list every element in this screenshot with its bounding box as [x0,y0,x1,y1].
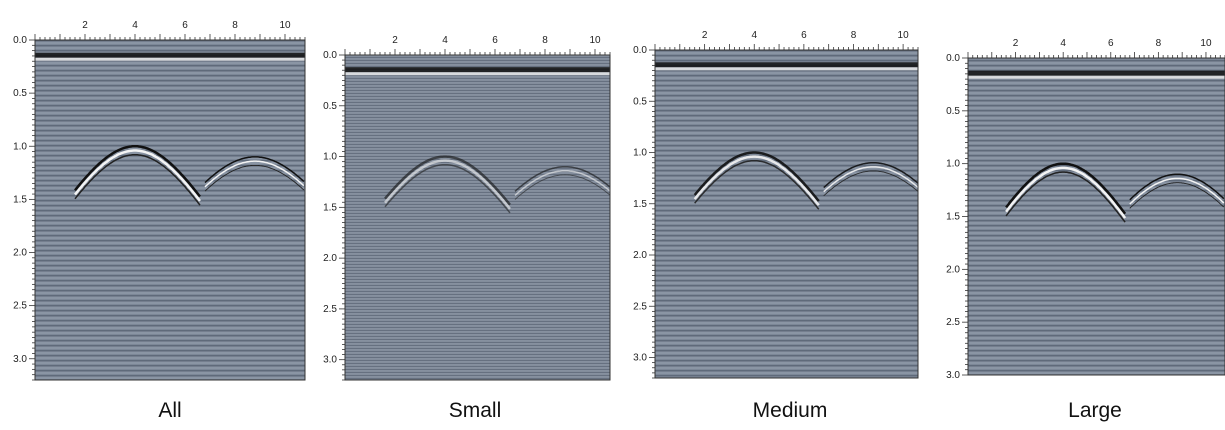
y-tick-label: 1.5 [946,212,960,223]
reflection [384,155,511,206]
x-tick-label: 10 [279,20,291,31]
y-tick-label: 3.0 [13,354,27,365]
surface-light [345,72,610,76]
x-tick-label: 6 [801,30,807,41]
reflection [1005,162,1127,215]
x-tick-label: 10 [898,30,910,41]
y-tick-label: 1.5 [633,199,647,210]
x-tick-label: 8 [542,35,548,46]
surface-dark [655,62,918,68]
x-tick-label: 6 [492,35,498,46]
y-tick-label: 1.0 [946,159,960,170]
caption: Small [449,399,502,422]
radargram [35,40,305,380]
reflection [74,154,201,206]
y-tick-label: 1.5 [13,194,27,205]
x-tick-label: 2 [82,20,88,31]
panel: 2 4 6 8 10 0.0 0.5 1.0 1.5 2.0 2.5 3.0 Small [323,35,611,422]
reflection [514,174,610,200]
y-tick-label: 3.0 [323,355,337,366]
y-tick-label: 1.0 [633,148,647,159]
background [655,50,918,378]
x-tick-label: 10 [1200,38,1212,49]
y-tick-label: 0.0 [323,50,337,61]
panel: 2 4 6 8 10 0.0 0.5 1.0 1.5 2.0 2.5 3.0 Large [946,38,1225,422]
y-tick-label: 0.5 [13,88,27,99]
radargram [655,50,918,378]
reflection [693,155,820,207]
surface-dark [968,70,1225,76]
surface-dark [35,52,305,58]
y-tick-label: 2.0 [323,253,337,264]
reflection [514,170,610,196]
radargram [345,55,610,380]
y-tick-label: 2.5 [323,304,337,315]
caption: Medium [753,399,828,422]
y-tick-label: 0.0 [946,53,960,64]
x-tick-label: 6 [182,20,188,31]
reflection [384,159,511,210]
y-tick-label: 2.0 [13,248,27,259]
x-tick-label: 2 [1013,38,1019,49]
reflection [384,163,511,214]
radargram [968,58,1225,375]
surface-light [35,57,305,61]
x-tick-label: 6 [1108,38,1114,49]
surface-light [968,75,1225,79]
x-tick-label: 4 [751,30,757,41]
reflection [514,165,610,192]
reflection [1129,182,1225,209]
y-tick-label: 2.5 [633,301,647,312]
caption: Large [1068,399,1122,422]
background [35,40,305,380]
reflection [694,159,820,210]
x-tick-label: 4 [1060,38,1066,49]
reflection [823,162,918,189]
y-tick-label: 2.5 [13,301,27,312]
y-tick-label: 0.5 [946,106,960,117]
reflection [1005,171,1126,223]
y-tick-label: 0.5 [633,96,647,107]
reflection [823,166,918,193]
reflection [1129,173,1225,201]
y-tick-label: 0.0 [13,35,27,46]
x-tick-label: 10 [589,35,601,46]
y-tick-label: 2.0 [633,250,647,261]
reflection [823,170,918,197]
reflection [74,149,201,202]
reflection [204,156,305,184]
x-tick-label: 8 [1156,38,1162,49]
background [345,55,610,380]
reflection [204,164,305,192]
panel: 2 4 6 8 10 0.0 0.5 1.0 1.5 2.0 2.5 3.0 Medium [633,30,919,422]
y-tick-label: 3.0 [633,353,647,364]
y-tick-label: 0.0 [633,45,647,56]
background [968,58,1225,375]
x-tick-label: 8 [232,20,238,31]
x-tick-label: 8 [851,30,857,41]
surface-light [655,67,918,71]
y-tick-label: 3.0 [946,370,960,381]
x-tick-label: 4 [442,35,448,46]
y-tick-label: 1.0 [323,152,337,163]
panel: 2 4 6 8 10 0.0 0.5 1.0 1.5 2.0 2.5 3.0 All [13,20,306,422]
caption: All [158,399,181,422]
reflection [74,145,201,198]
x-tick-label: 4 [132,20,138,31]
reflection [693,151,820,202]
y-tick-label: 2.0 [946,264,960,275]
y-tick-label: 2.5 [946,317,960,328]
y-tick-label: 1.0 [13,141,27,152]
reflection [204,160,305,188]
x-tick-label: 2 [702,30,708,41]
reflection [1129,177,1225,205]
reflection [1005,166,1127,219]
surface-dark [345,67,610,73]
y-tick-label: 0.5 [323,101,337,112]
x-tick-label: 2 [392,35,398,46]
y-tick-label: 1.5 [323,202,337,213]
